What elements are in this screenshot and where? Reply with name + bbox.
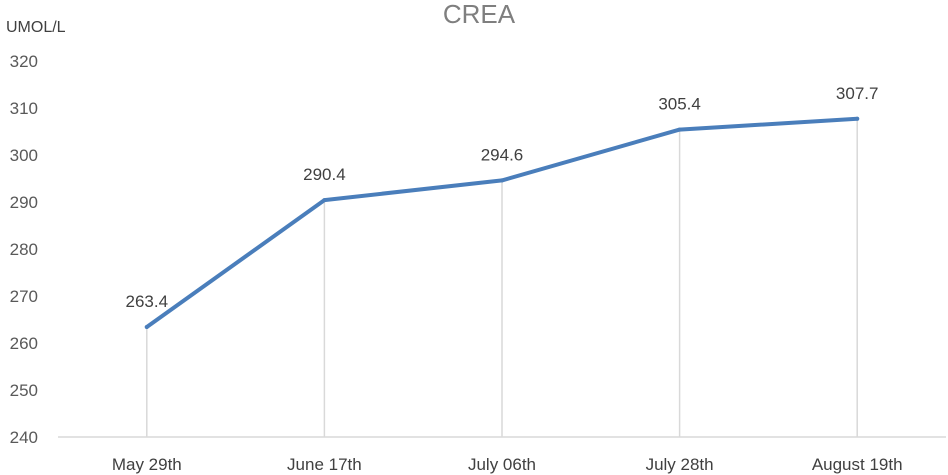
y-tick-label: 300	[10, 146, 38, 165]
x-tick-label: July 28th	[646, 455, 714, 474]
y-tick-label: 290	[10, 193, 38, 212]
x-tick-label: July 06th	[468, 455, 536, 474]
y-tick-label: 280	[10, 240, 38, 259]
x-tick-label: August 19th	[812, 455, 903, 474]
x-axis-ticks: May 29th June 17th July 06th July 28th Augus…	[112, 455, 903, 474]
data-point	[677, 127, 682, 132]
data-label: 290.4	[303, 165, 346, 184]
data-point	[144, 325, 149, 330]
data-label: 294.6	[481, 145, 524, 164]
data-label: 305.4	[658, 95, 701, 114]
x-tick-label: May 29th	[112, 455, 182, 474]
y-axis-label: UMOL/L	[6, 19, 66, 36]
drop-lines	[146, 118, 858, 437]
data-labels: 263.4 290.4 294.6 305.4 307.7	[126, 84, 879, 311]
y-tick-label: 320	[10, 52, 38, 71]
series-group	[144, 116, 860, 330]
y-tick-label: 240	[10, 428, 38, 447]
y-tick-label: 270	[10, 287, 38, 306]
y-tick-label: 260	[10, 334, 38, 353]
x-tick-label: June 17th	[287, 455, 362, 474]
y-tick-label: 310	[10, 99, 38, 118]
data-point	[500, 178, 504, 183]
y-tick-label: 250	[10, 381, 38, 400]
y-axis-ticks: 240 250 260 270 280 290 300 310 320	[10, 52, 38, 447]
data-point	[855, 116, 860, 121]
data-label: 263.4	[126, 292, 169, 311]
chart-title: CREA	[443, 0, 516, 29]
data-label: 307.7	[836, 84, 879, 103]
data-point	[322, 198, 327, 203]
